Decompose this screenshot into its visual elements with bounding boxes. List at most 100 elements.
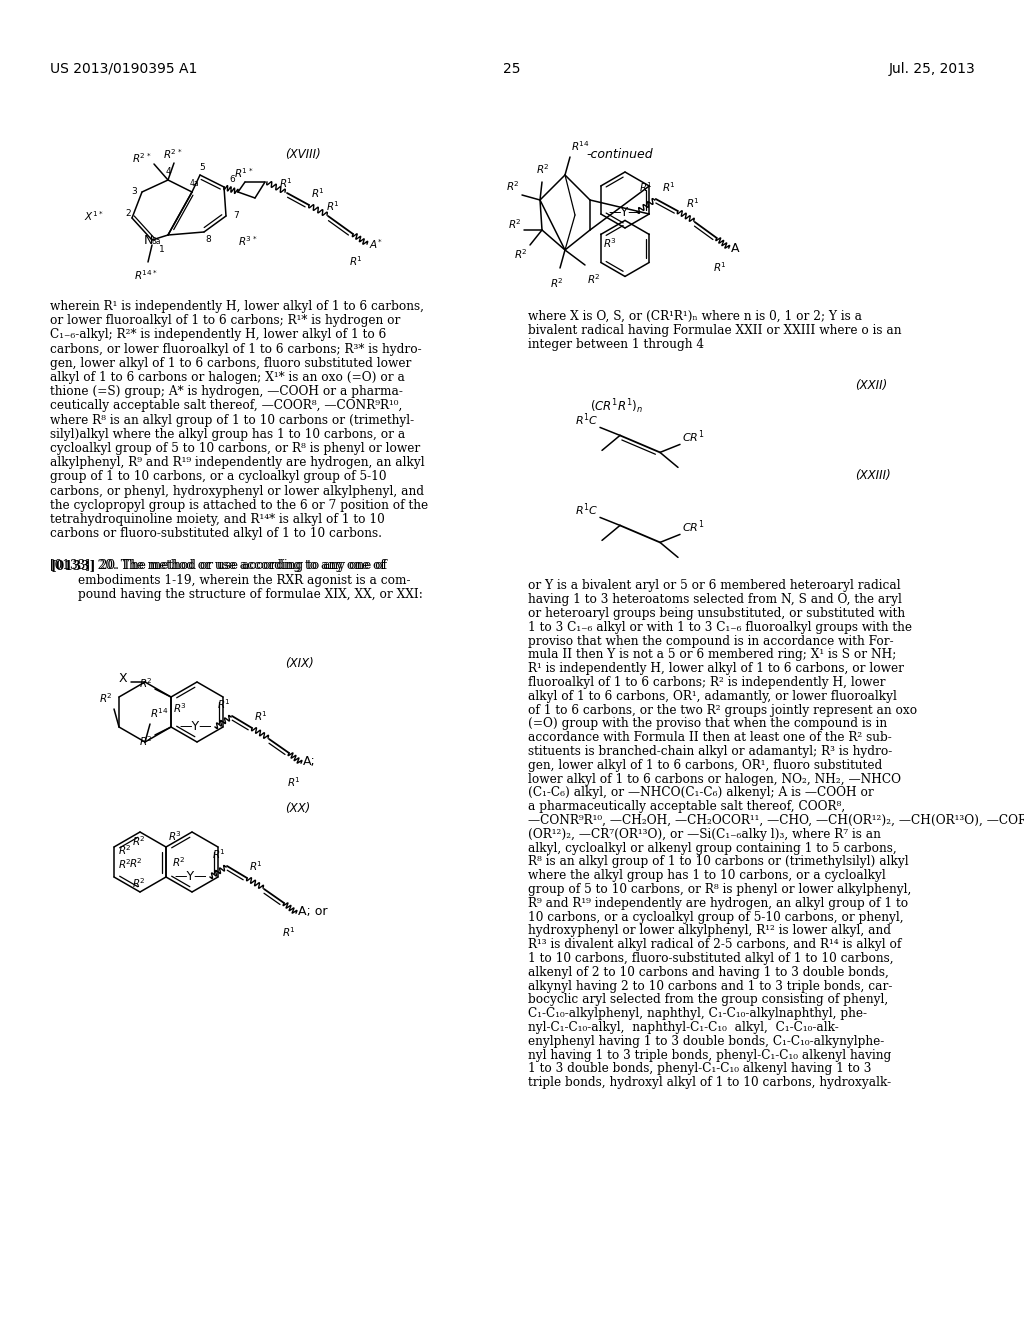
Text: alkylphenyl, R⁹ and R¹⁹ independently are hydrogen, an alkyl: alkylphenyl, R⁹ and R¹⁹ independently ar…: [50, 457, 425, 469]
Text: [0133]: [0133]: [50, 560, 95, 573]
Text: $R^{2}$: $R^{2}$: [587, 272, 601, 286]
Text: $R^{2}$: $R^{2}$: [99, 692, 113, 705]
Text: $R^{2*}$: $R^{2*}$: [163, 147, 182, 161]
Text: mula II then Y is not a 5 or 6 membered ring; X¹ is S or NH;: mula II then Y is not a 5 or 6 membered …: [528, 648, 896, 661]
Text: $R^{14}$: $R^{14}$: [571, 139, 590, 153]
Text: $R^{2}$: $R^{2}$: [118, 857, 132, 871]
Text: $R^{2}$: $R^{2}$: [129, 857, 143, 870]
Text: $R^{3*}$: $R^{3*}$: [238, 234, 257, 248]
Text: $R^{1*}$: $R^{1*}$: [234, 166, 253, 180]
Text: where R⁸ is an alkyl group of 1 to 10 carbons or (trimethyl-: where R⁸ is an alkyl group of 1 to 10 ca…: [50, 413, 414, 426]
Text: (XXII): (XXII): [855, 379, 887, 392]
Text: hydroxyphenyl or lower alkylphenyl, R¹² is lower alkyl, and: hydroxyphenyl or lower alkylphenyl, R¹² …: [528, 924, 891, 937]
Text: $R^{3}$: $R^{3}$: [603, 236, 616, 251]
Text: 4: 4: [165, 168, 171, 177]
Text: ceutically acceptable salt thereof, —COOR⁸, —CONR⁹R¹⁰,: ceutically acceptable salt thereof, —COO…: [50, 400, 402, 412]
Text: $R^{1}$: $R^{1}$: [349, 253, 362, 268]
Text: (XVIII): (XVIII): [285, 148, 321, 161]
Text: embodiments 1-19, wherein the RXR agonist is a com-: embodiments 1-19, wherein the RXR agonis…: [78, 574, 411, 586]
Text: $R^{2}$: $R^{2}$: [132, 876, 146, 890]
Text: $R^{2}$: $R^{2}$: [132, 834, 146, 847]
Text: bivalent radical having Formulae XXII or XXIII where o is an: bivalent radical having Formulae XXII or…: [528, 323, 901, 337]
Text: $R^{1}$: $R^{1}$: [686, 197, 699, 210]
Text: or lower fluoroalkyl of 1 to 6 carbons; R¹* is hydrogen or: or lower fluoroalkyl of 1 to 6 carbons; …: [50, 314, 400, 327]
Text: $R^{1}$: $R^{1}$: [217, 697, 231, 711]
Text: group of 5 to 10 carbons, or R⁸ is phenyl or lower alkylphenyl,: group of 5 to 10 carbons, or R⁸ is pheny…: [528, 883, 911, 896]
Text: 10 carbons, or a cycloalkyl group of 5-10 carbons, or phenyl,: 10 carbons, or a cycloalkyl group of 5-1…: [528, 911, 903, 924]
Text: 2: 2: [125, 209, 131, 218]
Text: —Y—: —Y—: [174, 870, 207, 883]
Text: 5: 5: [199, 162, 205, 172]
Text: silyl)alkyl where the alkyl group has 1 to 10 carbons, or a: silyl)alkyl where the alkyl group has 1 …: [50, 428, 406, 441]
Text: (XX): (XX): [285, 803, 310, 814]
Text: —Y—: —Y—: [179, 721, 212, 734]
Text: $R^{1}$: $R^{1}$: [311, 186, 325, 199]
Text: group of 1 to 10 carbons, or a cycloalkyl group of 5-10: group of 1 to 10 carbons, or a cycloalky…: [50, 470, 386, 483]
Text: $R^{3}$: $R^{3}$: [168, 829, 182, 843]
Text: $X^{1*}$: $X^{1*}$: [84, 209, 104, 223]
Text: A;: A;: [303, 755, 315, 767]
Text: wherein R¹ is independently H, lower alkyl of 1 to 6 carbons,: wherein R¹ is independently H, lower alk…: [50, 300, 424, 313]
Text: alkyl of 1 to 6 carbons or halogen; X¹* is an oxo (=O) or a: alkyl of 1 to 6 carbons or halogen; X¹* …: [50, 371, 404, 384]
Text: $R^{1}$: $R^{1}$: [254, 709, 268, 723]
Text: gen, lower alkyl of 1 to 6 carbons, fluoro substituted lower: gen, lower alkyl of 1 to 6 carbons, fluo…: [50, 356, 412, 370]
Text: $(CR^{1}R^{1})_n$: $(CR^{1}R^{1})_n$: [590, 397, 643, 416]
Text: cycloalkyl group of 5 to 10 carbons, or R⁸ is phenyl or lower: cycloalkyl group of 5 to 10 carbons, or …: [50, 442, 420, 455]
Text: nyl having 1 to 3 triple bonds, phenyl-C₁-C₁₀ alkenyl having: nyl having 1 to 3 triple bonds, phenyl-C…: [528, 1048, 891, 1061]
Text: X: X: [119, 672, 127, 685]
Text: $R^{14}$: $R^{14}$: [150, 706, 169, 719]
Text: Jul. 25, 2013: Jul. 25, 2013: [888, 62, 975, 77]
Text: 3: 3: [131, 187, 137, 197]
Text: (XIX): (XIX): [285, 657, 313, 671]
Text: $R^{2}$: $R^{2}$: [508, 216, 522, 231]
Text: stituents is branched-chain alkyl or adamantyl; R³ is hydro-: stituents is branched-chain alkyl or ada…: [528, 744, 892, 758]
Text: triple bonds, hydroxyl alkyl of 1 to 10 carbons, hydroxyalk-: triple bonds, hydroxyl alkyl of 1 to 10 …: [528, 1076, 891, 1089]
Text: $R^{1}$: $R^{1}$: [662, 180, 676, 194]
Text: fluoroalkyl of 1 to 6 carbons; R² is independently H, lower: fluoroalkyl of 1 to 6 carbons; R² is ind…: [528, 676, 886, 689]
Text: 1 to 3 C₁₋₆ alkyl or with 1 to 3 C₁₋₆ fluoroalkyl groups with the: 1 to 3 C₁₋₆ alkyl or with 1 to 3 C₁₋₆ fl…: [528, 620, 912, 634]
Text: of 1 to 6 carbons, or the two R² groups jointly represent an oxo: of 1 to 6 carbons, or the two R² groups …: [528, 704, 918, 717]
Text: the cyclopropyl group is attached to the 6 or 7 position of the: the cyclopropyl group is attached to the…: [50, 499, 428, 512]
Text: C₁₋₆-alkyl; R²* is independently H, lower alkyl of 1 to 6: C₁₋₆-alkyl; R²* is independently H, lowe…: [50, 329, 386, 342]
Text: [0133]  20. The method or use according to any one of: [0133] 20. The method or use according t…: [50, 560, 385, 573]
Text: $R^{2}$: $R^{2}$: [139, 676, 153, 690]
Text: thione (=S) group; A* is hydrogen, —COOH or a pharma-: thione (=S) group; A* is hydrogen, —COOH…: [50, 385, 402, 399]
Text: where the alkyl group has 1 to 10 carbons, or a cycloalkyl: where the alkyl group has 1 to 10 carbon…: [528, 869, 886, 882]
Text: a pharmaceutically acceptable salt thereof, COOR⁸,: a pharmaceutically acceptable salt there…: [528, 800, 845, 813]
Text: $R^{1}C$: $R^{1}C$: [574, 411, 598, 428]
Text: $R^{2}$: $R^{2}$: [118, 843, 132, 857]
Text: $CR^{1}$: $CR^{1}$: [682, 428, 705, 445]
Text: $R^{1}$: $R^{1}$: [639, 181, 652, 194]
Text: integer between 1 through 4: integer between 1 through 4: [528, 338, 705, 351]
Text: 25: 25: [503, 62, 521, 77]
Text: 1: 1: [159, 246, 165, 255]
Text: $R^{1}C$: $R^{1}C$: [574, 502, 598, 517]
Text: (=O) group with the proviso that when the compound is in: (=O) group with the proviso that when th…: [528, 717, 887, 730]
Text: (C₁-C₆) alkyl, or —NHCO(C₁-C₆) alkenyl; A is —COOH or: (C₁-C₆) alkyl, or —NHCO(C₁-C₆) alkenyl; …: [528, 787, 873, 800]
Text: $R^{2}$: $R^{2}$: [536, 162, 550, 176]
Text: $R^{1}$: $R^{1}$: [279, 176, 293, 190]
Text: $R^{1}$: $R^{1}$: [287, 775, 301, 789]
Text: $R^{1}$: $R^{1}$: [212, 847, 226, 861]
Text: tetrahydroquinoline moiety, and R¹⁴* is alkyl of 1 to 10: tetrahydroquinoline moiety, and R¹⁴* is …: [50, 513, 385, 525]
Text: alkyl, cycloalkyl or alkenyl group containing 1 to 5 carbons,: alkyl, cycloalkyl or alkenyl group conta…: [528, 842, 897, 854]
Text: proviso that when the compound is in accordance with For-: proviso that when the compound is in acc…: [528, 635, 894, 648]
Text: (OR¹²)₂, —CR⁷(OR¹³O), or —Si(C₁₋₆alky l)₃, where R⁷ is an: (OR¹²)₂, —CR⁷(OR¹³O), or —Si(C₁₋₆alky l)…: [528, 828, 881, 841]
Text: 20. The method or use according to any one of: 20. The method or use according to any o…: [92, 560, 387, 573]
Text: or Y is a bivalent aryl or 5 or 6 membered heteroaryl radical: or Y is a bivalent aryl or 5 or 6 member…: [528, 579, 901, 593]
Text: carbons or fluoro-substituted alkyl of 1 to 10 carbons.: carbons or fluoro-substituted alkyl of 1…: [50, 527, 382, 540]
Text: C₁-C₁₀-alkylphenyl, naphthyl, C₁-C₁₀-alkylnaphthyl, phe-: C₁-C₁₀-alkylphenyl, naphthyl, C₁-C₁₀-alk…: [528, 1007, 867, 1020]
Text: —CONR⁹R¹⁰, —CH₂OH, —CH₂OCOR¹¹, —CHO, —CH(OR¹²)₂, —CH(OR¹³O), —COR⁷, —CR⁷: —CONR⁹R¹⁰, —CH₂OH, —CH₂OCOR¹¹, —CHO, —CH…: [528, 814, 1024, 828]
Text: 6: 6: [229, 174, 234, 183]
Text: $R^{1}$: $R^{1}$: [282, 925, 296, 939]
Text: R¹³ is divalent alkyl radical of 2-5 carbons, and R¹⁴ is alkyl of: R¹³ is divalent alkyl radical of 2-5 car…: [528, 939, 901, 952]
Text: $R^{14*}$: $R^{14*}$: [134, 268, 158, 281]
Text: $CR^{1}$: $CR^{1}$: [682, 519, 705, 535]
Text: US 2013/0190395 A1: US 2013/0190395 A1: [50, 62, 198, 77]
Text: where X is O, S, or (CR¹R¹)ₙ where n is 0, 1 or 2; Y is a: where X is O, S, or (CR¹R¹)ₙ where n is …: [528, 310, 862, 323]
Text: $R^{2}$: $R^{2}$: [172, 855, 185, 869]
Text: R⁹ and R¹⁹ independently are hydrogen, an alkyl group of 1 to: R⁹ and R¹⁹ independently are hydrogen, a…: [528, 896, 908, 909]
Text: carbons, or phenyl, hydroxyphenyl or lower alkylphenyl, and: carbons, or phenyl, hydroxyphenyl or low…: [50, 484, 424, 498]
Text: bocyclic aryl selected from the group consisting of phenyl,: bocyclic aryl selected from the group co…: [528, 994, 888, 1006]
Text: pound having the structure of formulae XIX, XX, or XXI:: pound having the structure of formulae X…: [78, 587, 423, 601]
